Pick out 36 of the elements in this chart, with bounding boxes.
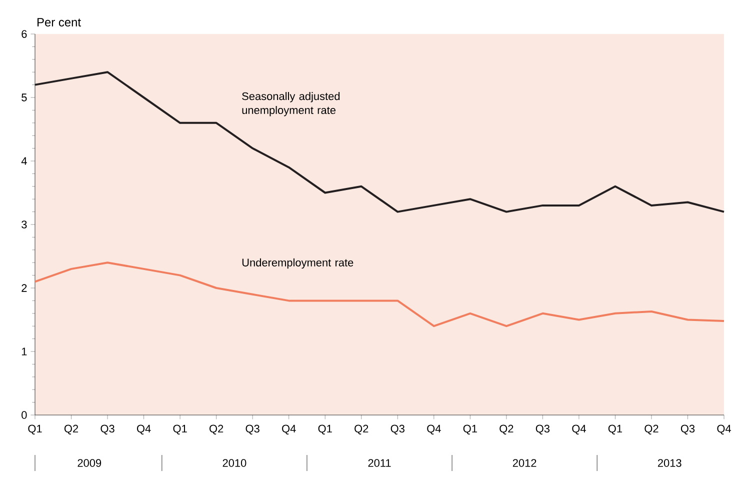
x-tick-label: Q3 bbox=[100, 424, 114, 434]
line-series bbox=[34, 71, 726, 213]
y-tick-label: 1 bbox=[22, 348, 27, 356]
series-label: Seasonally adjusted unemployment rate bbox=[242, 92, 340, 116]
text: 2012 bbox=[512, 459, 536, 467]
x-tick-label: Q1 bbox=[28, 424, 42, 434]
x-tick-label: Q2 bbox=[354, 424, 368, 434]
x-tick-label: Q3 bbox=[246, 424, 260, 434]
y-tick-label: 3 bbox=[22, 220, 27, 228]
x-tick-label: Q4 bbox=[136, 424, 151, 434]
x-tick-label: Q1 bbox=[608, 424, 622, 434]
text: Underemployment rate bbox=[242, 258, 354, 269]
x-tick-label: Q3 bbox=[390, 424, 404, 434]
x-tick-label: Q1 bbox=[463, 424, 477, 434]
y-tick-label: 0 bbox=[22, 411, 27, 419]
x-tick-label: Q4 bbox=[572, 424, 586, 434]
x-tick-label: Q2 bbox=[500, 424, 514, 434]
text: 2011 bbox=[368, 459, 391, 467]
x-tick-label: Q1 bbox=[318, 424, 332, 434]
y-tick-label: 4 bbox=[21, 157, 27, 165]
x-tick-label: Q3 bbox=[680, 424, 695, 434]
text: 2009 bbox=[78, 459, 102, 467]
x-tick-label: Q1 bbox=[173, 424, 187, 434]
text: 2013 bbox=[658, 459, 682, 467]
y-tick-label: 6 bbox=[22, 30, 27, 38]
x-tick-label: Q2 bbox=[644, 424, 658, 434]
x-tick-label: Q2 bbox=[210, 424, 224, 434]
x-tick-label: Q3 bbox=[536, 424, 550, 434]
y-axis-title: Per cent bbox=[38, 18, 81, 26]
y-tick-label: 2 bbox=[22, 284, 27, 292]
x-tick-label: Q4 bbox=[717, 424, 731, 434]
x-tick-label: Q4 bbox=[282, 424, 296, 434]
text: 2010 bbox=[222, 459, 246, 467]
x-tick-label: Q4 bbox=[427, 424, 441, 434]
y-tick-label: 5 bbox=[22, 94, 27, 102]
x-tick-label: Q2 bbox=[64, 424, 78, 434]
